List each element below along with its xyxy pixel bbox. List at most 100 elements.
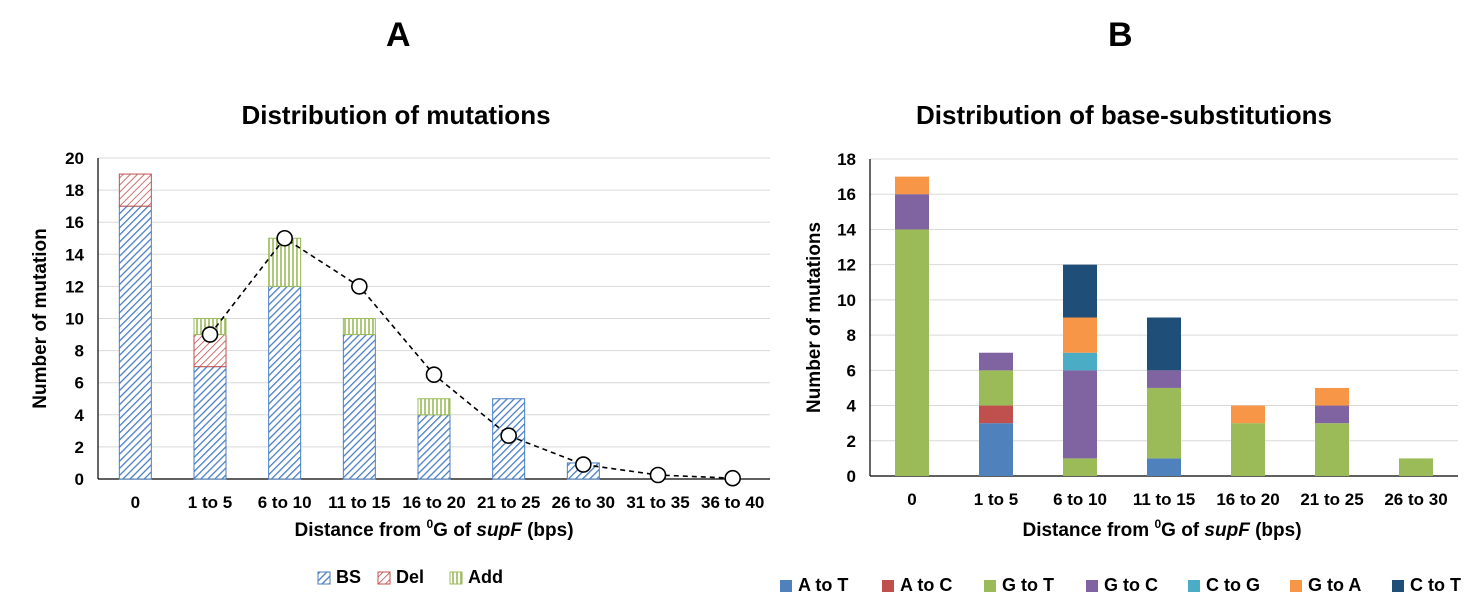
chart-b-bar-g-to-c-11-to-15 bbox=[1147, 370, 1181, 388]
chart-a-x-tick-label: 11 to 15 bbox=[328, 493, 390, 512]
chart-b-legend-label-g-to-c: G to C bbox=[1104, 575, 1158, 595]
chart-b-bar-c-to-t-11-to-15 bbox=[1147, 317, 1181, 371]
chart-b-y-tick-label: 2 bbox=[847, 432, 856, 451]
chart-b-legend-swatch-g-to-c bbox=[1086, 580, 1098, 592]
chart-b-legend-swatch-a-to-t bbox=[780, 580, 792, 592]
chart-b-bar-g-to-t-6-to-10 bbox=[1063, 458, 1097, 476]
chart-a-x-tick-label: 21 to 25 bbox=[477, 493, 540, 512]
chart-a-y-tick-label: 6 bbox=[75, 374, 84, 393]
chart-a-y-tick-label: 0 bbox=[75, 470, 84, 489]
chart-a-y-tick-label: 16 bbox=[65, 213, 84, 232]
chart-b-x-tick-label: 26 to 30 bbox=[1384, 490, 1447, 509]
chart-b-bar-g-to-t-16-to-20 bbox=[1231, 423, 1265, 476]
chart-b-bar-g-to-c-1-to-5 bbox=[979, 352, 1013, 371]
chart-b-y-tick-label: 16 bbox=[837, 185, 856, 204]
chart-a-bar-bs-16-to-20 bbox=[417, 414, 451, 480]
chart-b-legend-label-c-to-g: C to G bbox=[1206, 575, 1260, 595]
chart-a-legend-swatch-del bbox=[377, 571, 391, 585]
chart-b-bar-g-to-a-16-to-20 bbox=[1231, 405, 1265, 424]
chart-b-x-tick-label: 21 to 25 bbox=[1300, 490, 1363, 509]
chart-b-legend-label-g-to-a: G to A bbox=[1308, 575, 1361, 595]
chart-a-x-tick-label: 0 bbox=[131, 493, 140, 512]
chart-b-bar-g-to-c-0 bbox=[895, 194, 929, 230]
chart-b-legend-label-a-to-c: A to C bbox=[900, 575, 952, 595]
chart-b-bar-g-to-a-21-to-25 bbox=[1315, 387, 1349, 406]
chart-b-bar-g-to-t-0 bbox=[895, 229, 929, 476]
chart-a-x-tick-label: 31 to 35 bbox=[626, 493, 689, 512]
chart-b-y-tick-label: 14 bbox=[837, 220, 856, 239]
chart-b-x-tick-label: 1 to 5 bbox=[974, 490, 1018, 509]
chart-a-legend-label-del: Del bbox=[396, 567, 424, 587]
chart-a-y-axis-label: Number of mutation bbox=[30, 228, 51, 409]
chart-b-y-tick-label: 8 bbox=[847, 326, 856, 345]
chart-b-legend-label-c-to-t: C to T bbox=[1410, 575, 1461, 595]
chart-a-y-tick-label: 8 bbox=[75, 342, 84, 361]
chart-a-x-tick-label: 36 to 40 bbox=[701, 493, 764, 512]
chart-b-bar-g-to-c-6-to-10 bbox=[1063, 370, 1097, 459]
chart-b-x-tick-label: 11 to 15 bbox=[1133, 490, 1195, 509]
chart-b-x-tick-label: 6 to 10 bbox=[1053, 490, 1107, 509]
chart-a-x-tick-label: 6 to 10 bbox=[258, 493, 312, 512]
chart-a-trend-point bbox=[575, 456, 592, 473]
chart-a-trend-point bbox=[351, 278, 368, 295]
chart-b-y-tick-label: 10 bbox=[837, 291, 856, 310]
chart-b-bar-g-to-t-26-to-30 bbox=[1399, 458, 1433, 476]
panel-b-letter: B bbox=[1108, 16, 1133, 54]
chart-a-y-tick-label: 2 bbox=[75, 438, 84, 457]
chart-a-title: Distribution of mutations bbox=[241, 100, 551, 130]
chart-a-bar-bs-0 bbox=[118, 205, 152, 480]
chart-b-bar-g-to-c-21-to-25 bbox=[1315, 405, 1349, 424]
chart-a-y-tick-label: 4 bbox=[75, 406, 85, 425]
chart-b-bar-a-to-t-1-to-5 bbox=[979, 423, 1013, 476]
chart-b-legend-swatch-c-to-g bbox=[1188, 580, 1200, 592]
chart-a-x-tick-label: 1 to 5 bbox=[188, 493, 232, 512]
chart-b-x-tick-label: 0 bbox=[907, 490, 916, 509]
chart-a-y-tick-label: 18 bbox=[65, 181, 84, 200]
chart-b-bar-c-to-t-6-to-10 bbox=[1063, 264, 1097, 318]
chart-a-trend-point bbox=[649, 466, 667, 484]
chart-b-legend-swatch-g-to-a bbox=[1290, 580, 1302, 592]
chart-a-x-axis-label: Distance from 0G of supF (bps) bbox=[294, 517, 573, 541]
chart-b-bar-g-to-a-6-to-10 bbox=[1063, 317, 1097, 353]
panel-a-letter: A bbox=[386, 16, 411, 54]
chart-a-trend-point bbox=[201, 326, 219, 343]
chart-b-y-tick-label: 0 bbox=[847, 467, 856, 486]
chart-b-y-tick-label: 12 bbox=[837, 256, 856, 275]
chart-a-bar-add-11-to-15 bbox=[342, 318, 376, 336]
chart-b-y-tick-label: 4 bbox=[847, 397, 857, 416]
chart-a-y-tick-label: 12 bbox=[65, 277, 84, 296]
chart-a-trend-line bbox=[209, 237, 733, 479]
chart-a-trend-point bbox=[276, 229, 293, 247]
chart-a-trend-point bbox=[500, 427, 517, 444]
chart-b-x-tick-label: 16 to 20 bbox=[1216, 490, 1279, 509]
chart-b-y-tick-label: 18 bbox=[837, 150, 856, 169]
chart-a-bar-del-0 bbox=[118, 173, 152, 207]
chart-a-legend-label-bs: BS bbox=[336, 567, 361, 587]
chart-b-y-tick-label: 6 bbox=[847, 361, 856, 380]
chart-b-bar-g-to-t-11-to-15 bbox=[1147, 387, 1181, 459]
chart-a-bar-add-16-to-20 bbox=[417, 398, 451, 416]
chart-a-y-tick-label: 20 bbox=[65, 149, 84, 168]
chart-b-legend-label-g-to-t: G to T bbox=[1002, 575, 1054, 595]
chart-b-legend-swatch-c-to-t bbox=[1392, 580, 1404, 592]
chart-a-legend-label-add: Add bbox=[468, 567, 503, 587]
chart-a-trend-point bbox=[724, 469, 741, 487]
chart-a-bar-bs-6-to-10 bbox=[268, 285, 302, 480]
chart-b-title: Distribution of base-substitutions bbox=[916, 100, 1332, 130]
chart-b-bar-g-to-t-1-to-5 bbox=[979, 370, 1013, 406]
chart-b-y-axis-label: Number of mutations bbox=[804, 222, 825, 413]
chart-b-bar-c-to-g-6-to-10 bbox=[1063, 352, 1097, 371]
chart-a-x-tick-label: 16 to 20 bbox=[402, 493, 465, 512]
chart-b-legend-label-a-to-t: A to T bbox=[798, 575, 848, 595]
chart-a-y-tick-label: 14 bbox=[65, 245, 84, 264]
chart-a-bar-bs-11-to-15 bbox=[342, 334, 376, 480]
chart-b-bar-g-to-t-21-to-25 bbox=[1315, 423, 1349, 476]
chart-a-legend-swatch-bs bbox=[317, 571, 331, 585]
chart-b-x-axis-label: Distance from 0G of supF (bps) bbox=[1022, 517, 1301, 541]
chart-b-bar-a-to-t-11-to-15 bbox=[1147, 458, 1181, 476]
chart-b-bar-g-to-a-0 bbox=[895, 176, 929, 195]
chart-a-y-tick-label: 10 bbox=[65, 310, 84, 329]
chart-b-bar-a-to-c-1-to-5 bbox=[979, 405, 1013, 424]
chart-b-legend-swatch-a-to-c bbox=[882, 580, 894, 592]
